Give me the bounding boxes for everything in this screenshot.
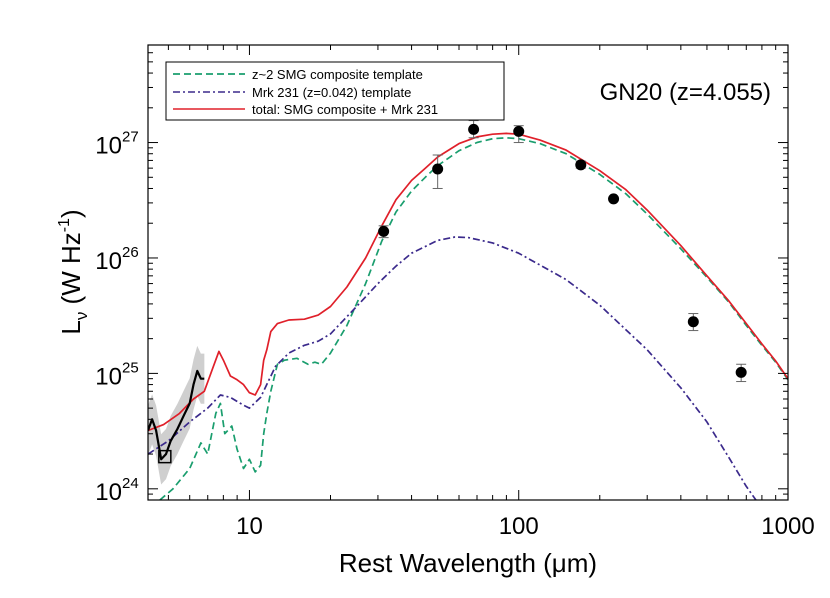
y-axis-label-unit: (W Hz bbox=[56, 232, 86, 311]
y-tick-label: 10 bbox=[95, 363, 122, 390]
y-tick-label: 10 bbox=[95, 133, 122, 160]
legend-label-mrk231: Mrk 231 (z=0.042) template bbox=[252, 85, 411, 100]
axis-ticks bbox=[148, 44, 789, 501]
y-tick-label-exponent: 24 bbox=[122, 475, 139, 492]
data-points-layer bbox=[158, 120, 747, 464]
y-axis-label-unit-exp: -1 bbox=[56, 218, 73, 232]
data-point-6 bbox=[687, 316, 699, 328]
source-annotation: GN20 (z=4.055) bbox=[600, 79, 771, 106]
data-point-2 bbox=[468, 123, 480, 135]
y-axis-label: Lν (W Hz-1) bbox=[56, 209, 91, 334]
data-point-5 bbox=[608, 193, 620, 205]
legend: z~2 SMG composite template Mrk 231 (z=0.… bbox=[165, 61, 505, 121]
x-axis-label: Rest Wavelength (μm) bbox=[339, 548, 597, 578]
y-tick-label: 10 bbox=[95, 248, 122, 275]
data-point-0 bbox=[378, 225, 390, 237]
y-tick-label: 10 bbox=[95, 479, 122, 506]
legend-box bbox=[165, 61, 505, 121]
series-line-mrk231 bbox=[148, 236, 757, 500]
series-line-total bbox=[148, 132, 788, 432]
y-axis-label-close: ) bbox=[56, 209, 86, 218]
y-tick-label-exponent: 25 bbox=[122, 359, 139, 376]
series-layer bbox=[148, 132, 788, 500]
data-point-3 bbox=[513, 125, 525, 137]
data-point-7 bbox=[735, 366, 747, 378]
y-tick-label-exponent: 27 bbox=[122, 129, 139, 146]
legend-label-total: total: SMG composite + Mrk 231 bbox=[252, 102, 438, 117]
x-tick-label: 10 bbox=[236, 513, 263, 540]
x-tick-label: 1000 bbox=[761, 513, 814, 540]
upper-limit-box bbox=[158, 449, 172, 464]
legend-label-smg: z~2 SMG composite template bbox=[252, 67, 423, 82]
y-axis-label-sub: ν bbox=[72, 312, 91, 321]
data-point-4 bbox=[575, 159, 587, 171]
x-tick-label: 100 bbox=[499, 513, 539, 540]
series-line-smg-composite bbox=[159, 136, 788, 500]
y-tick-label-exponent: 26 bbox=[122, 244, 139, 261]
plot-frame bbox=[147, 44, 789, 501]
data-point-1 bbox=[432, 163, 444, 175]
series-line-irs-spectrum bbox=[148, 369, 205, 461]
y-axis-label-main: L bbox=[56, 320, 86, 334]
